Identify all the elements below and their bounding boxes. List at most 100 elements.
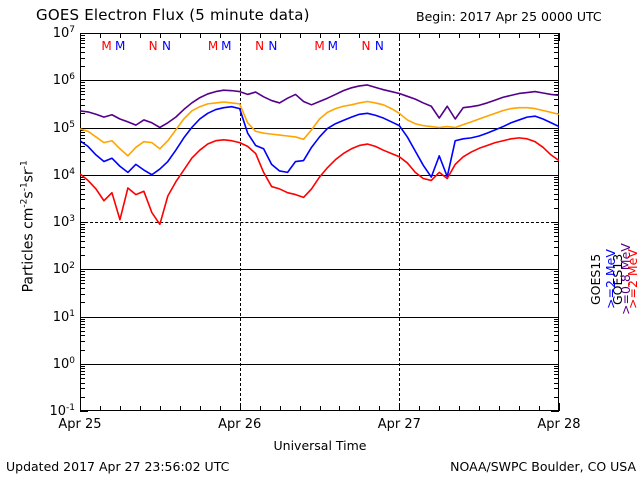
x-minor-tick — [459, 406, 461, 411]
y-minor-tick — [80, 236, 85, 238]
y-tick-label-1e6: 106 — [52, 72, 75, 89]
y-minor-tick — [554, 87, 559, 89]
y-major-tick — [80, 80, 88, 82]
x-minor-tick — [319, 406, 321, 411]
x-minor-tick — [539, 33, 541, 38]
y-minor-tick — [80, 318, 85, 320]
y-minor-tick — [80, 82, 85, 84]
y-minor-tick — [80, 51, 85, 53]
x-minor-tick — [219, 406, 221, 411]
flare-marker-n-7: N — [268, 39, 278, 53]
x-axis-label: Universal Time — [273, 438, 367, 453]
y-minor-tick — [80, 368, 85, 370]
x-minor-tick — [119, 33, 121, 38]
x-minor-tick — [359, 33, 361, 38]
y-minor-tick — [554, 132, 559, 134]
x-minor-tick — [419, 406, 421, 411]
x-minor-tick — [519, 406, 521, 411]
y-minor-tick — [554, 51, 559, 53]
y-minor-tick — [554, 302, 559, 304]
y-minor-tick — [554, 276, 559, 278]
y-minor-tick — [554, 90, 559, 92]
x-minor-tick — [319, 33, 321, 38]
flare-marker-m-4: M — [207, 39, 219, 53]
flare-marker-m-9: M — [327, 39, 338, 53]
y-major-tick — [80, 411, 88, 412]
x-tick-label-0: Apr 25 — [58, 417, 102, 432]
y-minor-tick — [80, 240, 85, 242]
series-goes15-2-mev — [80, 105, 559, 178]
gridline-1e1 — [80, 316, 559, 318]
y-minor-tick — [554, 43, 559, 45]
y-minor-tick — [80, 341, 85, 343]
y-minor-tick — [80, 388, 85, 390]
series-goes13-2-mev — [80, 137, 559, 226]
y-major-tick — [80, 127, 88, 129]
y-minor-tick — [554, 246, 559, 248]
y-minor-tick — [554, 84, 559, 86]
y-minor-tick — [554, 365, 559, 367]
x-minor-tick — [439, 406, 441, 411]
x-minor-tick — [159, 33, 161, 38]
flare-marker-n-2: N — [148, 39, 158, 53]
y-minor-tick — [554, 323, 559, 325]
chart-title: GOES Electron Flux (5 minute data) — [36, 6, 310, 24]
y-minor-tick — [554, 104, 559, 106]
y-minor-tick — [80, 246, 85, 248]
y-minor-tick — [554, 321, 559, 323]
flare-marker-n-3: N — [161, 39, 171, 53]
x-minor-tick — [499, 33, 501, 38]
y-minor-tick — [554, 146, 559, 148]
x-major-tick — [239, 403, 241, 411]
x-minor-tick — [359, 406, 361, 411]
y-major-tick — [80, 316, 88, 318]
y-minor-tick — [554, 226, 559, 228]
y-minor-tick — [554, 335, 559, 337]
y-minor-tick — [80, 232, 85, 234]
y-minor-tick — [554, 255, 559, 257]
gridline-1e5 — [80, 127, 559, 129]
y-minor-tick — [554, 57, 559, 59]
flare-marker-n-6: N — [255, 39, 265, 53]
y-minor-tick — [80, 113, 85, 115]
y-minor-tick — [80, 137, 85, 139]
x-major-tick — [399, 403, 401, 411]
y-minor-tick — [80, 302, 85, 304]
y-minor-tick — [554, 318, 559, 320]
x-minor-tick — [99, 406, 101, 411]
y-minor-tick — [554, 134, 559, 136]
legend-goes13-band-2mev: >=2 MeV — [625, 249, 640, 309]
y-minor-tick — [554, 179, 559, 181]
y-minor-tick — [554, 374, 559, 376]
gridline-1e4 — [80, 174, 559, 176]
y-tick-label-1e1: 101 — [52, 308, 75, 325]
x-minor-tick — [479, 33, 481, 38]
y-minor-tick — [554, 182, 559, 184]
x-minor-tick — [179, 406, 181, 411]
x-major-tick — [80, 33, 81, 41]
y-minor-tick — [554, 240, 559, 242]
y-minor-tick — [80, 382, 85, 384]
x-minor-tick — [139, 406, 141, 411]
x-minor-tick — [279, 406, 281, 411]
x-minor-tick — [459, 33, 461, 38]
y-minor-tick — [554, 160, 559, 162]
begin-time-label: Begin: 2017 Apr 25 0000 UTC — [416, 9, 602, 24]
x-minor-tick — [379, 33, 381, 38]
x-major-tick — [399, 33, 401, 41]
y-minor-tick — [554, 330, 559, 332]
y-minor-tick — [80, 47, 85, 49]
flare-marker-m-1: M — [115, 39, 126, 53]
y-minor-tick — [554, 368, 559, 370]
x-tick-label-1: Apr 26 — [218, 417, 262, 432]
legend-goes15: GOES15 >=2 MeV >=0.8 MeV — [588, 150, 633, 408]
y-minor-tick — [554, 349, 559, 351]
y-minor-tick — [80, 276, 85, 278]
y-minor-tick — [554, 326, 559, 328]
y-minor-tick — [80, 374, 85, 376]
y-minor-tick — [80, 84, 85, 86]
y-major-tick — [551, 269, 559, 271]
x-minor-tick — [259, 33, 261, 38]
x-minor-tick — [179, 33, 181, 38]
x-minor-tick — [519, 33, 521, 38]
